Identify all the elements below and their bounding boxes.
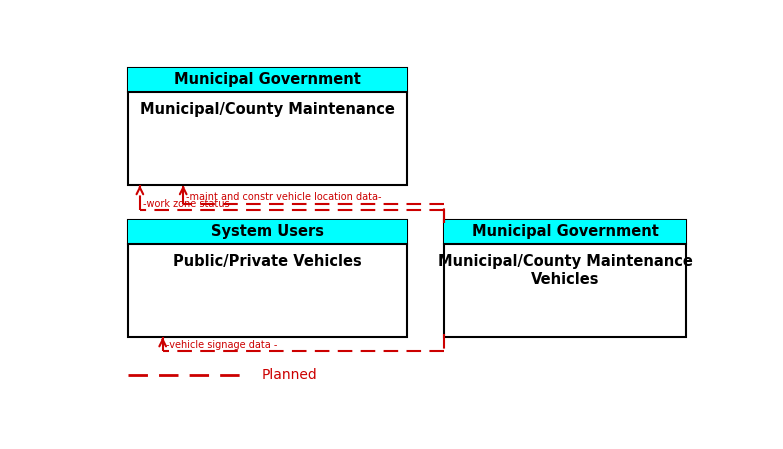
Text: Municipal/County Maintenance
Vehicles: Municipal/County Maintenance Vehicles [438,255,693,287]
Text: -work zone status-: -work zone status- [143,199,233,209]
Text: Public/Private Vehicles: Public/Private Vehicles [173,255,363,269]
Bar [128,220,407,244]
Bar [444,220,687,244]
Text: Municipal Government: Municipal Government [471,224,659,239]
Text: Municipal Government: Municipal Government [175,72,361,87]
Bar [128,220,407,337]
Text: -vehicle signage data -: -vehicle signage data - [166,340,277,350]
Text: System Users: System Users [211,224,324,239]
Text: -maint and constr vehicle location data-: -maint and constr vehicle location data- [186,192,382,202]
Text: Planned: Planned [262,369,317,383]
Bar [128,68,407,185]
Bar [128,68,407,92]
Text: Municipal/County Maintenance: Municipal/County Maintenance [140,102,395,117]
Bar [444,220,687,337]
